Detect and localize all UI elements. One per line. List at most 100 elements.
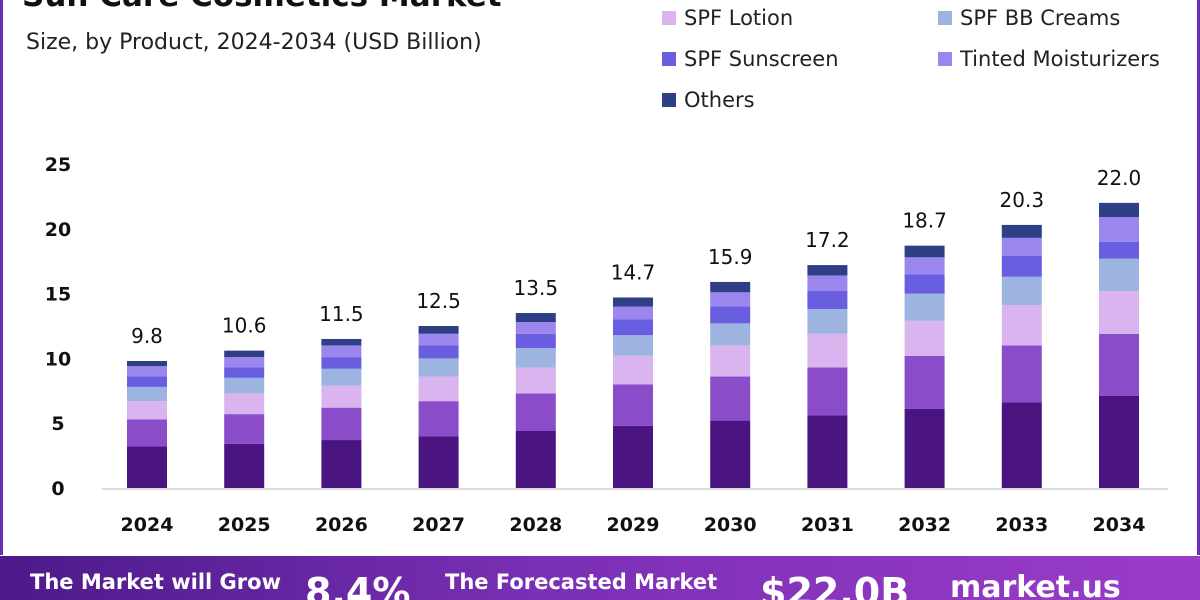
y-tick-label: 15 <box>45 284 71 306</box>
bar-segment <box>1099 291 1139 334</box>
bar-segment <box>613 355 653 385</box>
bar-segment <box>224 393 265 415</box>
x-tick-label: 2024 <box>121 514 174 536</box>
bar-segment <box>418 333 459 346</box>
y-tick-label: 20 <box>45 219 71 241</box>
legend-swatch <box>662 93 676 107</box>
bar-segment <box>710 292 751 307</box>
bar-segment <box>613 297 653 307</box>
y-tick-label: 0 <box>51 478 64 500</box>
bar-segment <box>904 408 945 488</box>
frame-border-left <box>0 0 3 555</box>
legend-item-tinted-moisturizers: Tinted Moisturizers <box>938 47 1160 71</box>
bar-segment <box>710 306 751 324</box>
bar-segment <box>710 376 751 421</box>
legend-label: SPF Lotion <box>684 6 794 30</box>
legend-label: SPF BB Creams <box>960 6 1121 30</box>
bar-segment <box>127 446 167 488</box>
legend-label: Others <box>684 88 755 112</box>
bar-segment <box>418 358 459 377</box>
bar-segment <box>710 345 751 377</box>
bar-segment <box>127 376 167 387</box>
bar-segment <box>613 306 653 320</box>
bar-segment <box>418 376 459 402</box>
bar-segment <box>224 377 265 394</box>
bar-segment <box>418 436 459 488</box>
bar-segment <box>1099 202 1139 218</box>
bar-segment <box>710 281 751 293</box>
bar-segment <box>1001 402 1042 488</box>
bar-segment <box>1001 256 1042 277</box>
bar-total-label: 9.8 <box>131 324 163 348</box>
legend-item-spf-lotion: SPF Lotion <box>662 6 793 30</box>
bar-segment <box>515 322 556 334</box>
bar-segment <box>807 309 848 334</box>
bar-segment <box>515 367 556 394</box>
bar-segment <box>904 355 945 409</box>
chart-legend: SPF Lotion SPF BB Creams SPF Sunscreen T… <box>0 0 1200 120</box>
bar-segment <box>1099 241 1139 259</box>
bar-segment <box>807 367 848 416</box>
legend-swatch <box>938 11 952 25</box>
bar-segment <box>904 257 945 275</box>
bar-segment <box>127 401 167 420</box>
bar-total-label: 11.5 <box>319 302 364 326</box>
bar-segment <box>904 274 945 294</box>
footer-banner: The Market will Grow 8.4% The Forecasted… <box>0 556 1200 600</box>
bar-segment <box>321 338 362 346</box>
x-tick-label: 2033 <box>995 514 1048 536</box>
bar-total-label: 13.5 <box>514 276 559 300</box>
bar-segment <box>807 291 848 310</box>
bar-segment <box>807 415 848 488</box>
chart-title: Sun Care Cosmetics Market <box>22 0 502 14</box>
bar-segment <box>321 357 362 369</box>
bar-segment <box>127 360 167 367</box>
stacked-bar-chart: 05101520259.8202410.6202511.5202612.5202… <box>45 154 1168 536</box>
legend-item-spf-bb-creams: SPF BB Creams <box>938 6 1120 30</box>
bar-segment <box>127 386 167 402</box>
legend-label: SPF Sunscreen <box>684 47 839 71</box>
chart-subtitle: Size, by Product, 2024-2034 (USD Billion… <box>26 30 482 55</box>
bar-segment <box>904 245 945 258</box>
bar-segment <box>224 350 265 358</box>
bar-segment <box>807 333 848 368</box>
bar-total-label: 22.0 <box>1097 166 1142 190</box>
footer-forecast-value: $22.0B <box>760 570 910 600</box>
bar-segment <box>321 368 362 386</box>
x-tick-label: 2028 <box>509 514 562 536</box>
bar-segment <box>1001 305 1042 346</box>
bar-segment <box>904 320 945 356</box>
bar-segment <box>1099 217 1139 242</box>
bar-total-label: 10.6 <box>222 314 267 338</box>
bar-segment <box>515 430 556 488</box>
x-tick-label: 2025 <box>218 514 271 536</box>
legend-label: Tinted Moisturizers <box>960 47 1160 71</box>
bar-segment <box>613 384 653 426</box>
frame-border-right <box>1197 0 1200 555</box>
bar-total-label: 12.5 <box>416 289 461 313</box>
bar-segment <box>1001 237 1042 257</box>
y-tick-label: 25 <box>45 154 71 176</box>
legend-swatch <box>938 52 952 66</box>
bar-segment <box>1099 395 1139 488</box>
bar-segment <box>321 407 362 441</box>
x-tick-label: 2034 <box>1093 514 1146 536</box>
footer-forecast-text: The Forecasted Market <box>445 570 718 594</box>
bar-segment <box>807 275 848 292</box>
bar-segment <box>127 366 167 377</box>
bar-segment <box>1099 333 1139 396</box>
bar-segment <box>321 440 362 488</box>
bar-segment <box>515 313 556 323</box>
bar-total-label: 20.3 <box>1000 188 1045 212</box>
legend-swatch <box>662 52 676 66</box>
bar-segment <box>321 345 362 358</box>
bar-segment <box>710 420 751 488</box>
bar-segment <box>613 335 653 356</box>
bar-total-label: 15.9 <box>708 245 753 269</box>
bar-segment <box>1001 345 1042 403</box>
x-tick-label: 2026 <box>315 514 368 536</box>
legend-item-others: Others <box>662 88 755 112</box>
bar-segment <box>321 385 362 408</box>
x-tick-label: 2031 <box>801 514 854 536</box>
bar-segment <box>418 326 459 334</box>
